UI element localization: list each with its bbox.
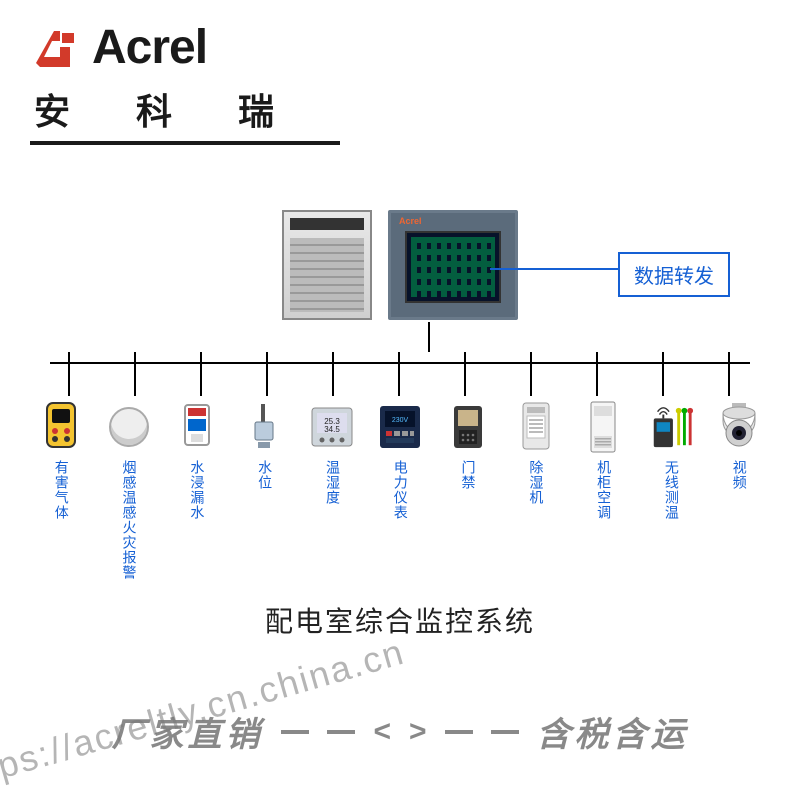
access-control-icon [445,400,491,454]
device-label: 温湿度 [323,460,341,505]
brand-name-cn: 安 科 瑞 [34,83,340,135]
power-meter-icon: 230V [377,400,423,454]
device-row: 有害气体 烟感温感火灾报警 水浸漏水 水位 25.334.5 温湿度 [30,400,770,580]
brand-mark-icon [30,23,80,73]
forward-connector-line [490,268,630,270]
smoke-detector-icon [106,400,152,454]
data-forward-label: 数据转发 [618,252,730,297]
device-label: 有害气体 [52,460,70,520]
gas-detector-icon [38,400,84,454]
gateway-box-icon: Acrel [388,210,518,320]
device-water-leak: 水浸漏水 [166,400,228,580]
dash-icon [445,730,473,734]
gateway-brand-label: Acrel [399,216,422,226]
bus-lines [50,352,750,376]
device-dehumidifier: 除湿机 [505,400,567,580]
device-video: 视频 [708,400,770,580]
dash-icon [491,730,519,734]
chevron-right-icon: > [409,717,427,747]
footer-right-text: 含税含运 [537,707,689,756]
cabinet-ac-icon [580,400,626,454]
switch-cabinet-icon [282,210,372,320]
dash-icon [281,730,309,734]
device-label: 视频 [730,460,748,490]
device-label: 无线测温 [662,460,680,520]
footer-left-text: 厂家直销 [111,707,263,756]
water-leak-icon [174,400,220,454]
topology-diagram: Acrel 数据转发 有害气体 烟感温 [0,210,800,590]
chevron-left-icon: < [373,717,391,747]
brand-logo: Acrel 安 科 瑞 [30,20,340,145]
device-label: 除湿机 [527,460,545,505]
wireless-temp-icon [648,400,694,454]
brand-name-en: Acrel [92,20,207,75]
brand-underline [30,141,340,145]
system-title: 配电室综合监控系统 [0,600,800,640]
device-label: 电力仪表 [391,460,409,520]
svg-text:230V: 230V [392,417,409,424]
device-label: 烟感温感火灾报警 [120,460,138,580]
dehumidifier-icon [513,400,559,454]
water-level-icon [241,400,287,454]
device-power-meter: 230V 电力仪表 [369,400,431,580]
device-wireless-temp: 无线测温 [640,400,702,580]
device-water-level: 水位 [233,400,295,580]
device-label: 机柜空调 [595,460,613,520]
temp-humidity-icon: 25.334.5 [309,400,355,454]
device-access-control: 门禁 [437,400,499,580]
device-label: 水浸漏水 [188,460,206,520]
device-temp-humidity: 25.334.5 温湿度 [301,400,363,580]
device-smoke-heat-fire: 烟感温感火灾报警 [98,400,160,580]
device-label: 门禁 [459,460,477,490]
footer-slogan: 厂家直销 < > 含税含运 [0,707,800,756]
device-cabinet-ac: 机柜空调 [572,400,634,580]
dash-icon [327,730,355,734]
device-harmful-gas: 有害气体 [30,400,92,580]
svg-text:34.5: 34.5 [324,425,340,434]
dome-camera-icon [716,400,762,454]
device-label: 水位 [256,460,274,490]
